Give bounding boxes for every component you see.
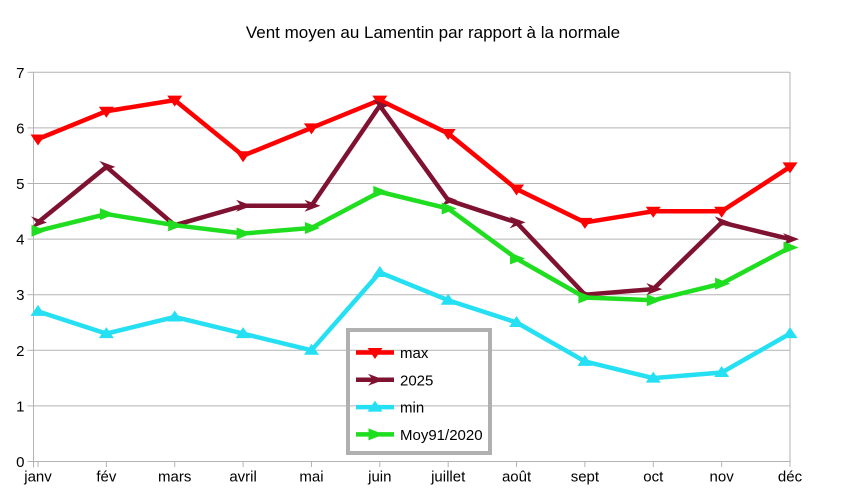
legend-marker-max bbox=[367, 348, 383, 359]
marker-max-avril bbox=[235, 151, 251, 163]
chart-title: Vent moyen au Lamentin par rapport à la … bbox=[246, 23, 620, 42]
marker-max-janv bbox=[30, 134, 46, 146]
y-axis-label-4: 4 bbox=[16, 232, 24, 249]
x-axis-label-fév: fév bbox=[96, 469, 117, 486]
series-line-Moy91/2020 bbox=[37, 189, 792, 303]
legend-label-2025: 2025 bbox=[400, 372, 433, 389]
marker-Moy91/2020-déc bbox=[783, 241, 799, 254]
marker-Moy91/2020-mai bbox=[304, 221, 320, 234]
x-axis-label-mai: mai bbox=[299, 469, 323, 486]
axes-layer: 0 1 2 3 4 5 6 7 janv fév mars avril mai juin juillet ao… bbox=[16, 65, 802, 486]
gridlines-layer bbox=[33, 71, 790, 462]
marker-Moy91/2020-nov bbox=[715, 277, 731, 290]
x-axis-label-janv: janv bbox=[23, 469, 52, 486]
marker-min-oct bbox=[645, 371, 661, 383]
x-axis-label-avril: avril bbox=[229, 469, 257, 486]
marker-max-août bbox=[509, 184, 525, 196]
marker-2025-août bbox=[509, 216, 526, 229]
x-axis-label-juin: juin bbox=[367, 469, 391, 486]
marker-min-sept bbox=[577, 354, 593, 366]
legend-label-max: max bbox=[400, 345, 429, 362]
marker-Moy91/2020-août bbox=[510, 252, 526, 265]
x-axis-label-août: août bbox=[502, 469, 532, 486]
y-axis-label-5: 5 bbox=[16, 176, 24, 193]
marker-2025-fév bbox=[99, 160, 116, 173]
y-axis-label-7: 7 bbox=[16, 65, 24, 82]
series-max bbox=[30, 95, 798, 229]
legend: max 2025 min Moy91/2020 bbox=[346, 328, 492, 455]
marker-2025-déc bbox=[783, 233, 799, 246]
marker-min-août bbox=[509, 316, 525, 327]
legend-marker-2025 bbox=[368, 373, 384, 386]
marker-2025-juillet bbox=[441, 194, 458, 207]
marker-min-janv bbox=[30, 304, 46, 316]
legend-item-min: min bbox=[356, 400, 424, 417]
legend-marker-min bbox=[367, 400, 383, 412]
marker-max-nov bbox=[714, 206, 730, 218]
marker-Moy91/2020-avril bbox=[236, 227, 252, 240]
series-min bbox=[30, 265, 798, 383]
marker-2025-nov bbox=[714, 216, 731, 229]
x-axis-label-mars: mars bbox=[158, 469, 191, 486]
marker-Moy91/2020-fév bbox=[99, 208, 115, 221]
marker-max-juin bbox=[372, 95, 388, 107]
y-axis-label-3: 3 bbox=[16, 287, 24, 304]
marker-2025-oct bbox=[646, 283, 663, 296]
marker-2025-janv bbox=[31, 216, 47, 229]
x-axis-label-juillet: juillet bbox=[430, 469, 466, 486]
marker-Moy91/2020-mars bbox=[168, 219, 184, 232]
marker-min-juillet bbox=[440, 293, 456, 305]
marker-2025-juin bbox=[372, 99, 389, 112]
y-axis-label-1: 1 bbox=[16, 398, 24, 415]
marker-2025-mai bbox=[304, 199, 321, 212]
marker-max-sept bbox=[577, 217, 593, 229]
marker-Moy91/2020-juillet bbox=[441, 202, 457, 215]
marker-min-déc bbox=[782, 327, 798, 339]
marker-min-mai bbox=[303, 343, 319, 355]
marker-Moy91/2020-juin bbox=[373, 185, 389, 198]
series-line-min bbox=[37, 269, 792, 381]
marker-min-fév bbox=[98, 327, 114, 339]
marker-max-mai bbox=[303, 123, 319, 135]
marker-max-oct bbox=[645, 206, 661, 218]
marker-min-avril bbox=[235, 327, 251, 339]
marker-max-mars bbox=[167, 95, 183, 107]
legend-label-Moy91/2020: Moy91/2020 bbox=[400, 427, 483, 444]
x-axis-label-oct: oct bbox=[643, 469, 664, 486]
series-Moy91/2020 bbox=[31, 185, 799, 307]
y-axis-label-6: 6 bbox=[16, 120, 24, 137]
y-axis-label-0: 0 bbox=[16, 454, 24, 471]
legend-label-min: min bbox=[400, 400, 424, 417]
marker-2025-avril bbox=[236, 199, 253, 212]
marker-max-fév bbox=[98, 106, 114, 118]
x-axis-label-nov: nov bbox=[710, 469, 735, 486]
marker-Moy91/2020-janv bbox=[31, 224, 47, 237]
x-axis-label-sept: sept bbox=[571, 469, 600, 486]
marker-min-nov bbox=[714, 366, 730, 378]
series-2025 bbox=[31, 99, 799, 301]
series-line-2025 bbox=[36, 101, 791, 298]
legend-item-2025: 2025 bbox=[356, 372, 433, 389]
y-axis-label-2: 2 bbox=[16, 343, 24, 360]
legend-item-Moy91/2020: Moy91/2020 bbox=[356, 427, 483, 444]
series-layer bbox=[30, 95, 799, 383]
marker-Moy91/2020-oct bbox=[646, 294, 662, 307]
x-axis-label-déc: déc bbox=[778, 469, 803, 486]
marker-Moy91/2020-sept bbox=[578, 291, 594, 304]
legend-marker-Moy91/2020 bbox=[368, 428, 384, 441]
marker-min-juin bbox=[372, 265, 388, 277]
legend-box bbox=[346, 328, 492, 455]
marker-max-juillet bbox=[440, 128, 456, 140]
marker-max-déc bbox=[782, 162, 798, 174]
marker-min-mars bbox=[167, 310, 183, 322]
legend-item-max: max bbox=[356, 345, 429, 362]
series-line-max bbox=[37, 97, 792, 225]
